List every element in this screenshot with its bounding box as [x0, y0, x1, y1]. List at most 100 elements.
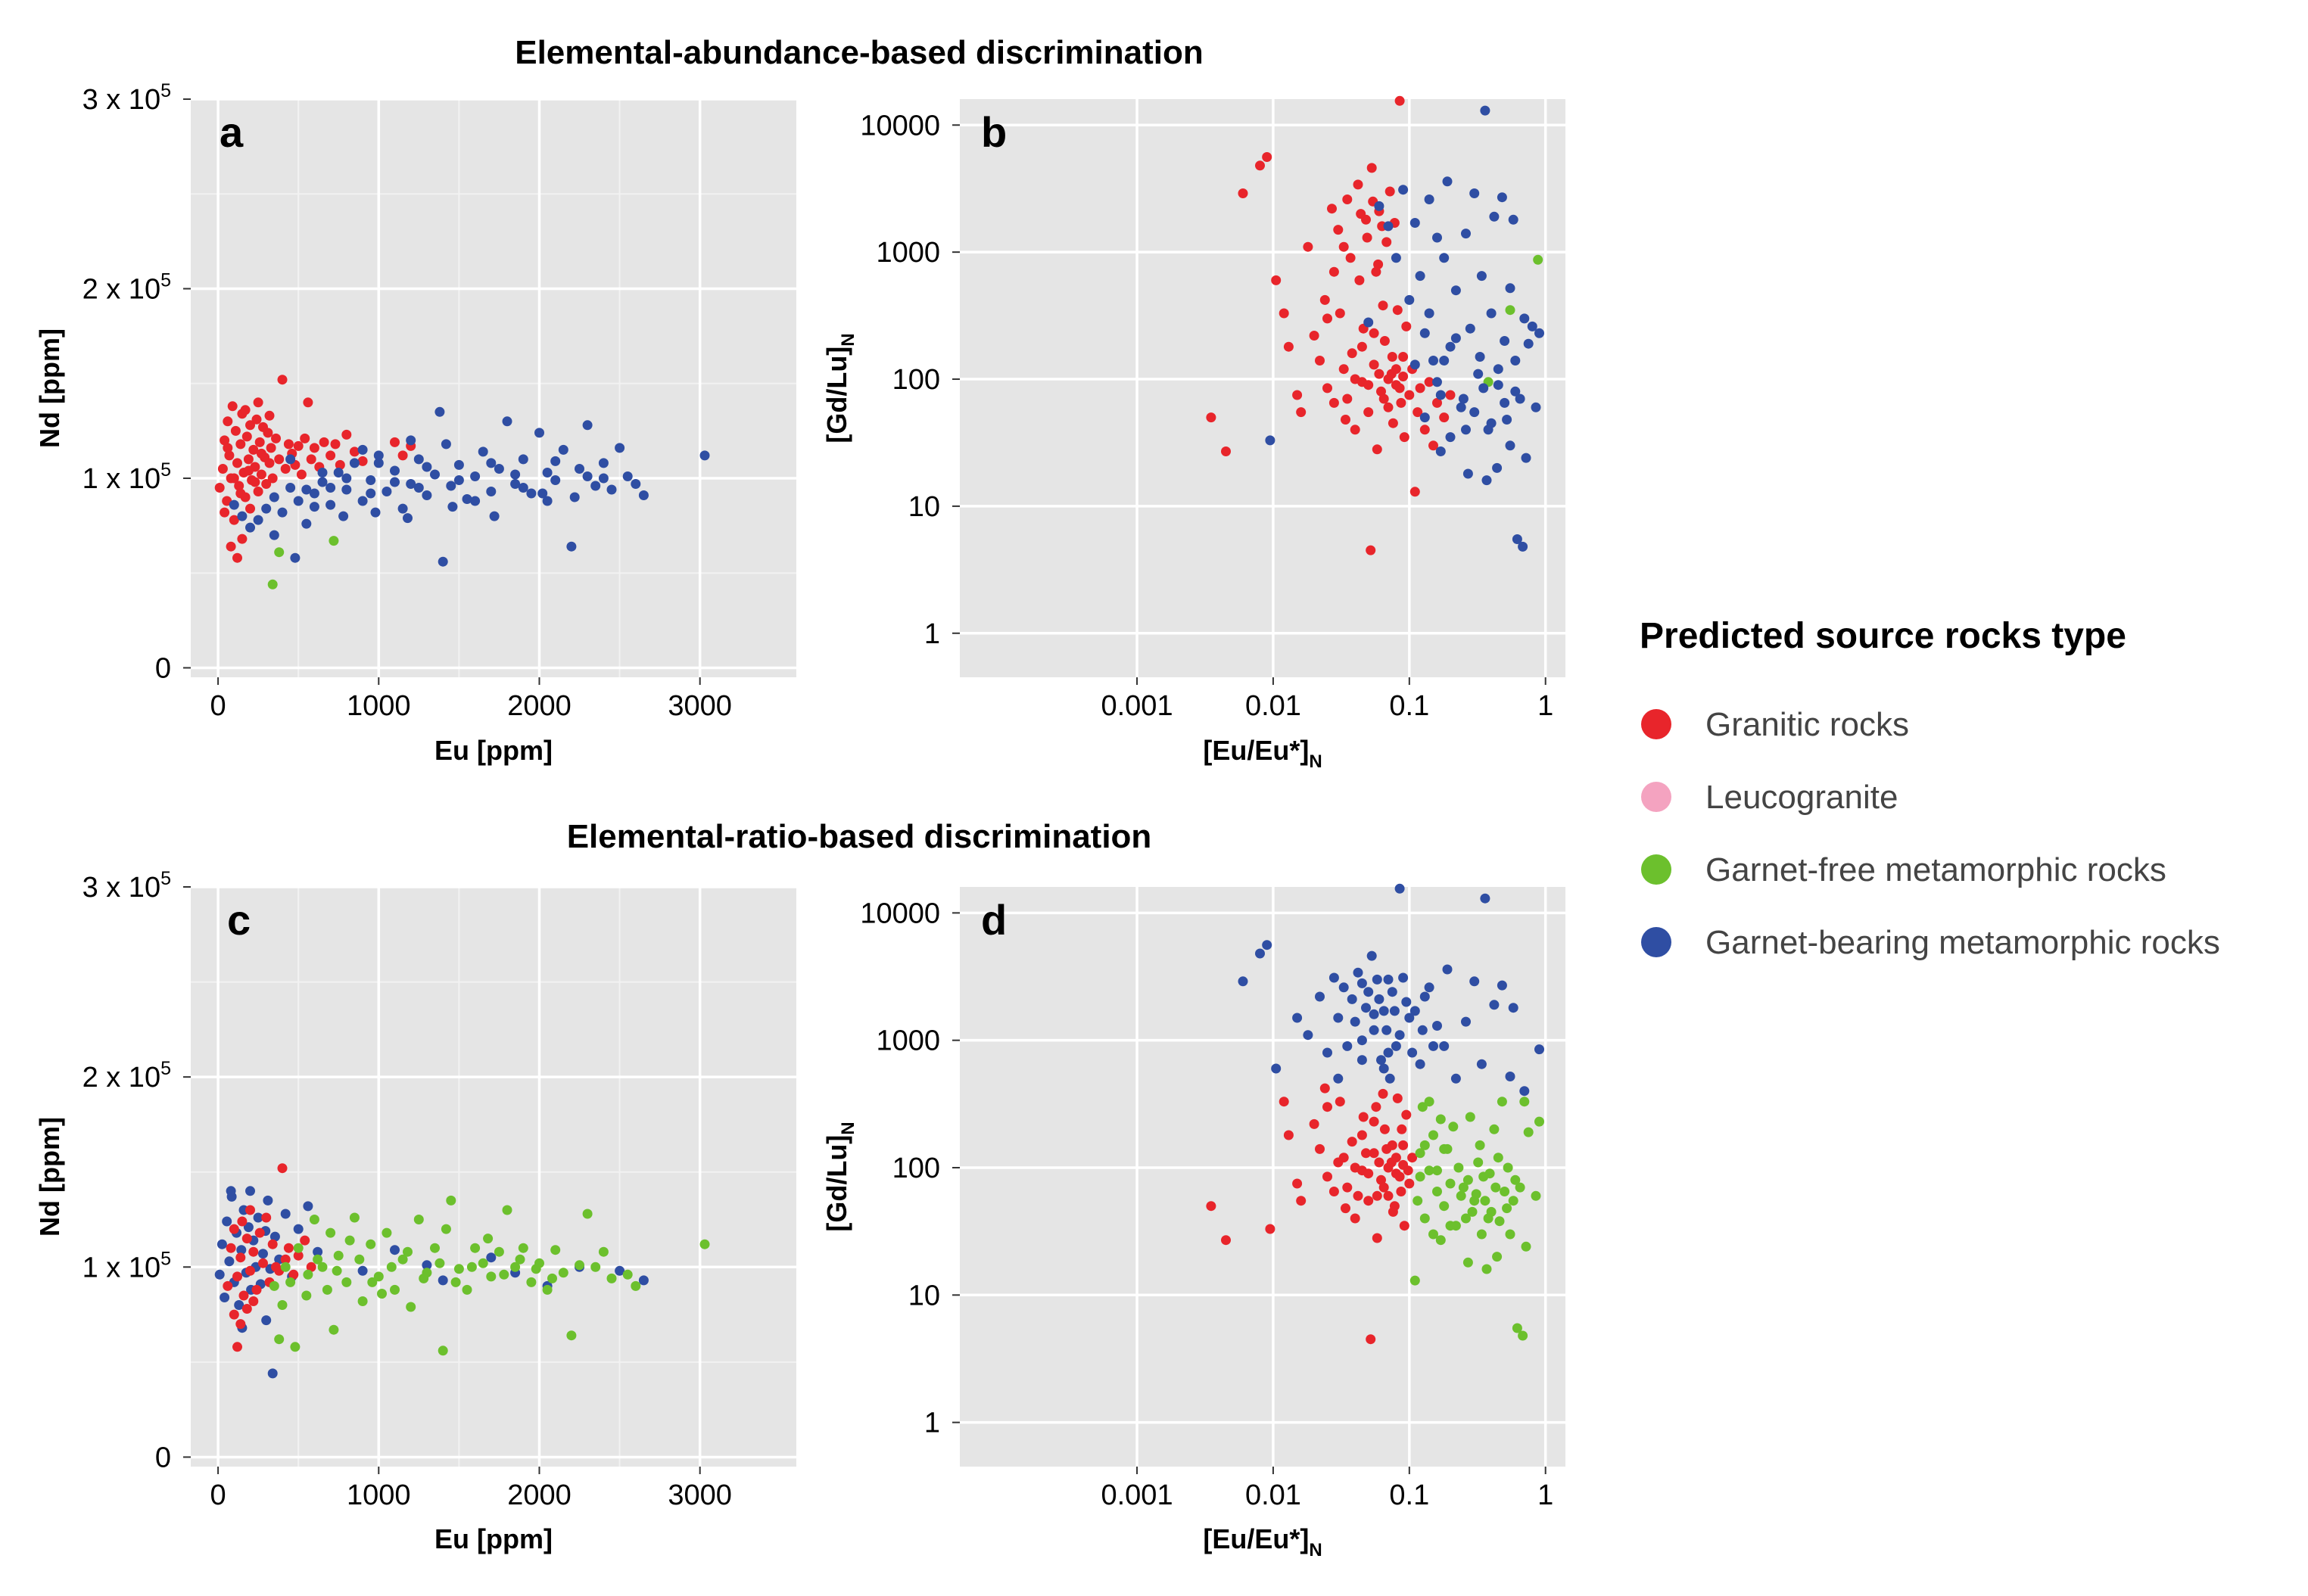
legend-label-garnet-free: Garnet-free metamorphic rocks [1705, 851, 2166, 888]
data-point [435, 1258, 445, 1268]
x-tick-label: 3000 [668, 690, 732, 722]
data-point [494, 464, 504, 474]
data-point [1374, 994, 1384, 1004]
data-point [406, 479, 416, 489]
data-point [256, 469, 266, 480]
data-point [243, 454, 254, 465]
x-axis-title-subscript: N [1309, 1540, 1322, 1560]
data-point [1356, 1130, 1367, 1140]
data-point [248, 1246, 259, 1257]
data-point [470, 1243, 481, 1253]
data-point [245, 420, 255, 431]
data-point [269, 1280, 279, 1291]
data-point [1500, 1187, 1510, 1196]
data-point [1502, 1203, 1512, 1214]
data-point [1398, 1140, 1409, 1150]
x-axis-title-subscript: N [1309, 751, 1322, 772]
data-point [510, 479, 521, 489]
data-point [1394, 383, 1405, 394]
data-point [397, 1254, 408, 1265]
y-tick-label-base: 1 [924, 1408, 940, 1439]
data-point [1403, 1165, 1413, 1176]
y-tick-label-exponent: 5 [160, 1058, 171, 1079]
data-point [274, 1334, 285, 1345]
data-point [1398, 185, 1409, 195]
x-tick-label: 0.01 [1245, 1479, 1301, 1511]
data-point [253, 1212, 263, 1223]
y-axis-title-subscript: N [838, 1122, 858, 1134]
data-point [1371, 1102, 1381, 1112]
x-tick-label: 0 [210, 690, 226, 722]
data-point [1481, 1264, 1492, 1274]
data-point [293, 496, 304, 506]
data-point [1475, 1140, 1485, 1150]
data-point [1534, 1116, 1544, 1127]
x-axis-title-text: [Eu/Eu*] [1203, 735, 1309, 766]
data-point [222, 496, 232, 506]
data-point [229, 515, 239, 525]
data-point [280, 1254, 291, 1265]
data-point [319, 437, 329, 447]
data-point [1505, 440, 1515, 451]
y-tick-label-base: 10 [908, 1280, 940, 1311]
data-point [357, 1296, 368, 1306]
data-point [1533, 254, 1543, 265]
data-point [631, 479, 641, 489]
data-point [220, 435, 230, 446]
data-point [1518, 1330, 1528, 1341]
data-point [1428, 1229, 1438, 1240]
data-point [1394, 1171, 1405, 1182]
data-point [1505, 283, 1515, 294]
data-point [1255, 948, 1265, 959]
x-tick-label: 1000 [347, 690, 411, 722]
data-point [1521, 453, 1531, 463]
data-point [1392, 305, 1403, 316]
data-point [1534, 328, 1544, 338]
data-point [335, 459, 345, 470]
x-tick-label: 2000 [507, 690, 572, 722]
data-point [1461, 1016, 1471, 1027]
data-point [214, 483, 225, 493]
plot-background [191, 887, 796, 1467]
data-point [1480, 893, 1490, 904]
data-point [1456, 402, 1466, 412]
data-point [236, 1245, 247, 1255]
data-point [1415, 1171, 1425, 1182]
y-tick-label-exponent: 5 [160, 459, 171, 481]
data-point [269, 1231, 280, 1242]
data-point [1372, 444, 1382, 455]
data-point [1309, 331, 1319, 341]
panel-letter: d [981, 896, 1007, 944]
data-point [1333, 1073, 1344, 1084]
data-point [232, 1271, 242, 1282]
y-tick-label-base: 2 x 10 [83, 273, 161, 305]
y-tick-label: 100 [892, 364, 940, 396]
data-point [1445, 1178, 1456, 1189]
data-point [223, 443, 233, 453]
data-point [373, 1271, 384, 1282]
data-point [1490, 1182, 1501, 1193]
y-axis-title-text: Nd [ppm] [34, 328, 65, 448]
data-point [1322, 1047, 1332, 1058]
data-point [217, 464, 228, 474]
data-point [290, 1342, 301, 1352]
data-point [1372, 1233, 1382, 1243]
legend-label-garnet-bearing: Garnet-bearing metamorphic rocks [1705, 924, 2220, 961]
y-tick-label-base: 10000 [860, 898, 940, 929]
data-point [526, 488, 537, 499]
data-point [1328, 266, 1339, 277]
data-point [450, 1277, 461, 1287]
data-point [1419, 412, 1430, 423]
data-point [435, 406, 445, 417]
data-point [1338, 241, 1349, 252]
data-point [1379, 1124, 1390, 1134]
data-point [1376, 1174, 1386, 1185]
data-point [1322, 383, 1332, 394]
data-point [1480, 1196, 1490, 1206]
data-point [1338, 982, 1349, 993]
data-point [250, 477, 260, 487]
data-point [1366, 950, 1377, 961]
data-point [1279, 1097, 1289, 1107]
